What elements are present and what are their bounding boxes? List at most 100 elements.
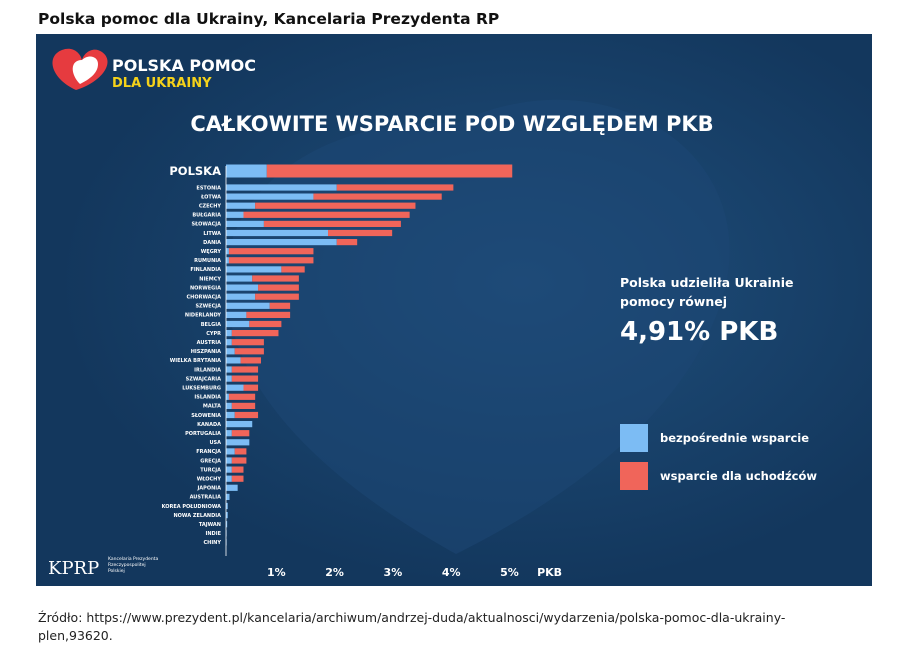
bar-irlandia-refugee	[231, 366, 259, 373]
category-label-slowenia: SŁOWENIA	[191, 413, 221, 419]
bar-czechy-direct	[226, 202, 256, 209]
legend: bezpośrednie wsparcie wsparcie dla uchodź…	[620, 424, 817, 490]
bar-niderlandy-refugee	[246, 311, 291, 318]
bar-australia-direct	[226, 493, 230, 500]
heart-icon	[52, 48, 108, 90]
bar-usa-direct	[226, 439, 250, 446]
source-text: Źródło: https://www.prezydent.pl/kancela…	[38, 610, 786, 643]
bar-wlochy-direct	[226, 475, 232, 482]
category-label-irlandia: IRLANDIA	[194, 367, 221, 373]
category-label-wlochy: WŁOCHY	[197, 477, 222, 483]
category-label-hiszpania: HISZPANIA	[191, 349, 221, 355]
bar-litwa-refugee	[328, 229, 393, 237]
category-label-francja: FRANCJA	[196, 449, 221, 455]
bar-estonia-direct	[226, 184, 337, 191]
category-label-nowa-zelandia: NOWA ZELANDIA	[174, 513, 222, 519]
bar-wlochy-refugee	[231, 475, 244, 482]
bar-polska-refugee	[266, 164, 513, 178]
bar-malta-refugee	[231, 402, 256, 409]
bar-cypr-refugee	[231, 330, 279, 337]
bar-finlandia-direct	[226, 266, 282, 273]
callout: Polska udzieliła Ukrainie pomocy równej …	[620, 275, 793, 347]
x-axis-label: PKB	[537, 566, 562, 579]
tick-label-3: 3%	[384, 566, 403, 579]
bar-rumunia-direct	[226, 257, 229, 264]
legend-swatch-refugee	[620, 462, 648, 490]
category-label-portugalia: PORTUGALIA	[185, 431, 221, 437]
bar-grecja-refugee	[231, 457, 247, 464]
category-label-slowacja: SŁOWACJA	[192, 222, 222, 228]
category-label-dania: DANIA	[203, 240, 221, 246]
tick-label-1: 1%	[267, 566, 286, 579]
category-label-szwajcaria: SZWAJCARIA	[186, 376, 221, 382]
category-label-chorwacja: CHORWACJA	[186, 295, 221, 301]
legend-label-refugee: wsparcie dla uchodźców	[660, 469, 817, 483]
bar-austria-refugee	[231, 339, 264, 346]
bar-belgia-refugee	[249, 320, 282, 328]
category-label-bulgaria: BUŁGARIA	[192, 213, 221, 219]
bar-bulgaria-direct	[226, 211, 244, 218]
bar-portugalia-refugee	[231, 430, 250, 437]
page-title: Polska pomoc dla Ukrainy, Kancelaria Pre…	[38, 10, 500, 28]
bar-estonia-refugee	[336, 184, 454, 191]
bar-cypr-direct	[226, 330, 232, 337]
category-label-lotwa: ŁOTWA	[200, 194, 221, 200]
category-label-cypr: CYPR	[206, 331, 221, 337]
bar-hiszpania-refugee	[234, 348, 264, 355]
bar-wegry-refugee	[228, 248, 314, 255]
bar-niemcy-direct	[226, 275, 253, 282]
callout-line1: Polska udzieliła Ukrainie	[620, 275, 793, 290]
bar-islandia-refugee	[228, 393, 256, 400]
category-label-turcja: TURCJA	[200, 467, 221, 473]
bar-grecja-direct	[226, 457, 232, 464]
bar-francja-refugee	[234, 448, 247, 455]
bar-malta-direct	[226, 402, 232, 409]
bar-szwecja-direct	[226, 302, 270, 309]
bar-slowacja-direct	[226, 220, 264, 227]
category-label-szwecja: SZWECJA	[195, 304, 221, 310]
bar-francja-direct	[226, 448, 235, 455]
bar-luksemburg-refugee	[243, 384, 259, 391]
bar-norwegia-direct	[226, 284, 259, 291]
bar-wielka-brytania-direct	[226, 357, 241, 364]
infographic: POLSKA POMOC DLA UKRAINY CAŁKOWITE WSPAR…	[36, 34, 872, 586]
bar-japonia-direct	[226, 484, 238, 491]
category-label-wegry: WĘGRY	[201, 249, 222, 255]
category-label-belgia: BELGIA	[201, 322, 221, 328]
tick-label-5: 5%	[500, 566, 519, 579]
bar-belgia-direct	[226, 320, 250, 328]
category-label-islandia: ISLANDIA	[194, 395, 221, 401]
footer-logo-caption-2: Rzeczypospolitej	[108, 562, 146, 568]
logo-line2: DLA UKRAINY	[112, 76, 212, 91]
category-label-indie: INDIE	[206, 531, 222, 537]
legend-label-direct: bezpośrednie wsparcie	[660, 431, 809, 445]
bar-bulgaria-refugee	[243, 211, 410, 218]
category-label-grecja: GRECJA	[200, 458, 221, 464]
legend-swatch-direct	[620, 424, 648, 452]
chart: POLSKA POMOC DLA UKRAINY CAŁKOWITE WSPAR…	[36, 34, 872, 586]
category-label-litwa: LITWA	[203, 231, 221, 237]
bar-tajwan-direct	[226, 521, 228, 528]
callout-line2: pomocy równej	[620, 294, 727, 309]
bar-dania-direct	[226, 239, 337, 246]
x-axis: 1% 2% 3% 4% 5% PKB	[225, 166, 562, 579]
category-label-malta: MALTA	[203, 404, 221, 410]
bar-korea-poludniowa-direct	[226, 502, 228, 510]
footer-logo: KPRP Kancelaria Prezydenta Rzeczypospoli…	[48, 556, 158, 579]
bar-finlandia-refugee	[281, 266, 305, 273]
bar-portugalia-direct	[226, 430, 232, 437]
logo: POLSKA POMOC DLA UKRAINY	[52, 48, 256, 91]
bars: POLSKA ESTONIA ŁOTWA CZECHY BUŁGARIA SŁOWACJA…	[162, 164, 513, 546]
footer-logo-caption-3: Polskiej	[108, 568, 125, 574]
category-label-niemcy: NIEMCY	[199, 276, 221, 282]
bar-norwegia-refugee	[258, 284, 299, 291]
category-label-norwegia: NORWEGIA	[190, 285, 221, 291]
bar-polska-direct	[226, 164, 267, 178]
category-label-austria: AUSTRIA	[197, 340, 221, 346]
category-label-finlandia: FINLANDIA	[190, 267, 221, 273]
callout-value: 4,91% PKB	[620, 317, 778, 347]
tick-label-4: 4%	[442, 566, 461, 579]
bar-chorwacja-refugee	[255, 293, 299, 300]
bar-wegry-direct	[226, 248, 229, 255]
category-label-chiny: CHINY	[203, 540, 221, 546]
